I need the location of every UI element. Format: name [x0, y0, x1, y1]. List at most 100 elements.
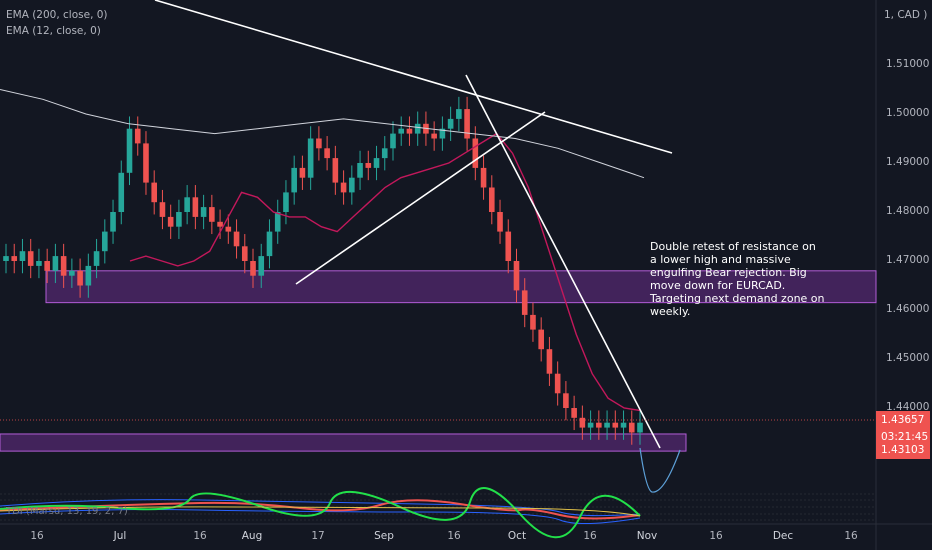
legend-ema200[interactable]: EMA (200, close, 0) [6, 9, 108, 21]
candle[interactable] [596, 410, 602, 440]
candle-body [381, 148, 388, 159]
candle[interactable] [118, 160, 125, 225]
candle[interactable] [563, 381, 569, 421]
candle[interactable] [291, 155, 297, 205]
candle-body [464, 109, 470, 139]
candle-body [192, 197, 199, 217]
trade-idea-annotation[interactable]: Double retest of resistance on a lower h… [650, 240, 825, 318]
candle[interactable] [357, 150, 363, 190]
candle[interactable] [241, 234, 248, 274]
candle[interactable] [307, 126, 314, 190]
candle[interactable] [52, 243, 59, 284]
candle[interactable] [414, 111, 421, 146]
candle[interactable] [571, 395, 577, 431]
candle[interactable] [521, 278, 528, 328]
candle[interactable] [217, 209, 223, 239]
candle[interactable] [513, 248, 520, 303]
price-tick-label: 1.47000 [886, 254, 930, 266]
candle[interactable] [406, 116, 413, 146]
candle[interactable] [27, 238, 34, 279]
candle[interactable] [176, 199, 182, 239]
candle[interactable] [192, 185, 199, 230]
candle[interactable] [349, 165, 355, 205]
candle[interactable] [167, 204, 174, 239]
candle[interactable] [579, 405, 586, 440]
candle[interactable] [332, 145, 339, 195]
candle[interactable] [505, 219, 512, 274]
candle[interactable] [456, 96, 462, 132]
candle[interactable] [604, 410, 610, 440]
candle[interactable] [102, 219, 108, 264]
candle[interactable] [184, 185, 190, 225]
candle[interactable] [365, 150, 372, 181]
candle[interactable] [628, 410, 635, 445]
candle[interactable] [60, 243, 67, 288]
candle-body [579, 417, 586, 428]
candle[interactable] [497, 199, 503, 244]
candle[interactable] [36, 248, 42, 279]
candle[interactable] [480, 155, 487, 200]
ema12-line[interactable] [129, 132, 641, 412]
candle-body [390, 133, 396, 149]
candle[interactable] [134, 116, 141, 156]
demand-supply-zone[interactable] [0, 433, 687, 452]
candle[interactable] [11, 243, 18, 274]
legend-ema12[interactable]: EMA (12, close, 0) [6, 25, 101, 37]
candle[interactable] [538, 317, 544, 362]
candle[interactable] [439, 116, 446, 151]
candle-body [19, 251, 26, 261]
candle[interactable] [620, 410, 627, 440]
candle[interactable] [431, 121, 437, 151]
candle[interactable] [398, 116, 405, 146]
candle[interactable] [381, 136, 388, 171]
candle-body [291, 167, 297, 193]
candle[interactable] [637, 410, 643, 445]
candle[interactable] [44, 248, 50, 284]
candle[interactable] [324, 136, 330, 171]
candle[interactable] [19, 238, 26, 274]
candle[interactable] [488, 175, 495, 225]
price-tick-label: 1.44000 [886, 401, 930, 413]
currency-label[interactable]: 1, CAD ) [884, 9, 928, 21]
candle[interactable] [546, 336, 553, 386]
candle[interactable] [143, 131, 149, 195]
candle[interactable] [283, 180, 289, 225]
candle[interactable] [200, 194, 207, 230]
candle[interactable] [3, 243, 9, 274]
candle[interactable] [93, 238, 100, 279]
candle[interactable] [233, 219, 240, 259]
candle[interactable] [447, 106, 454, 141]
candle[interactable] [373, 145, 380, 181]
candle[interactable] [316, 126, 322, 161]
candle[interactable] [554, 361, 561, 406]
candle[interactable] [77, 258, 83, 298]
candle[interactable] [340, 170, 347, 205]
candle[interactable] [390, 121, 396, 161]
candle[interactable] [258, 243, 265, 288]
oscillator-label[interactable]: TDI (Marsu, 13, 19, 2, 7) [6, 506, 128, 517]
candle[interactable] [464, 96, 470, 151]
candle[interactable] [472, 126, 479, 181]
candle[interactable] [126, 116, 133, 186]
candle[interactable] [159, 189, 166, 230]
candle[interactable] [85, 253, 92, 298]
demand-supply-zone[interactable] [45, 270, 877, 304]
candle[interactable] [250, 248, 256, 288]
candle[interactable] [266, 219, 273, 269]
candle-body [340, 182, 347, 193]
time-tick-label: Sep [374, 530, 394, 542]
candle[interactable] [587, 410, 594, 440]
candle[interactable] [151, 170, 158, 215]
candle[interactable] [530, 302, 536, 342]
candle[interactable] [299, 155, 306, 190]
candle[interactable] [225, 214, 232, 244]
candle[interactable] [274, 199, 281, 244]
candle[interactable] [69, 258, 75, 288]
candle-body [324, 148, 330, 159]
candle[interactable] [209, 194, 215, 235]
candle[interactable] [110, 199, 116, 244]
candle-body [159, 202, 166, 217]
ema200-line[interactable] [0, 89, 645, 179]
candle[interactable] [612, 410, 619, 440]
